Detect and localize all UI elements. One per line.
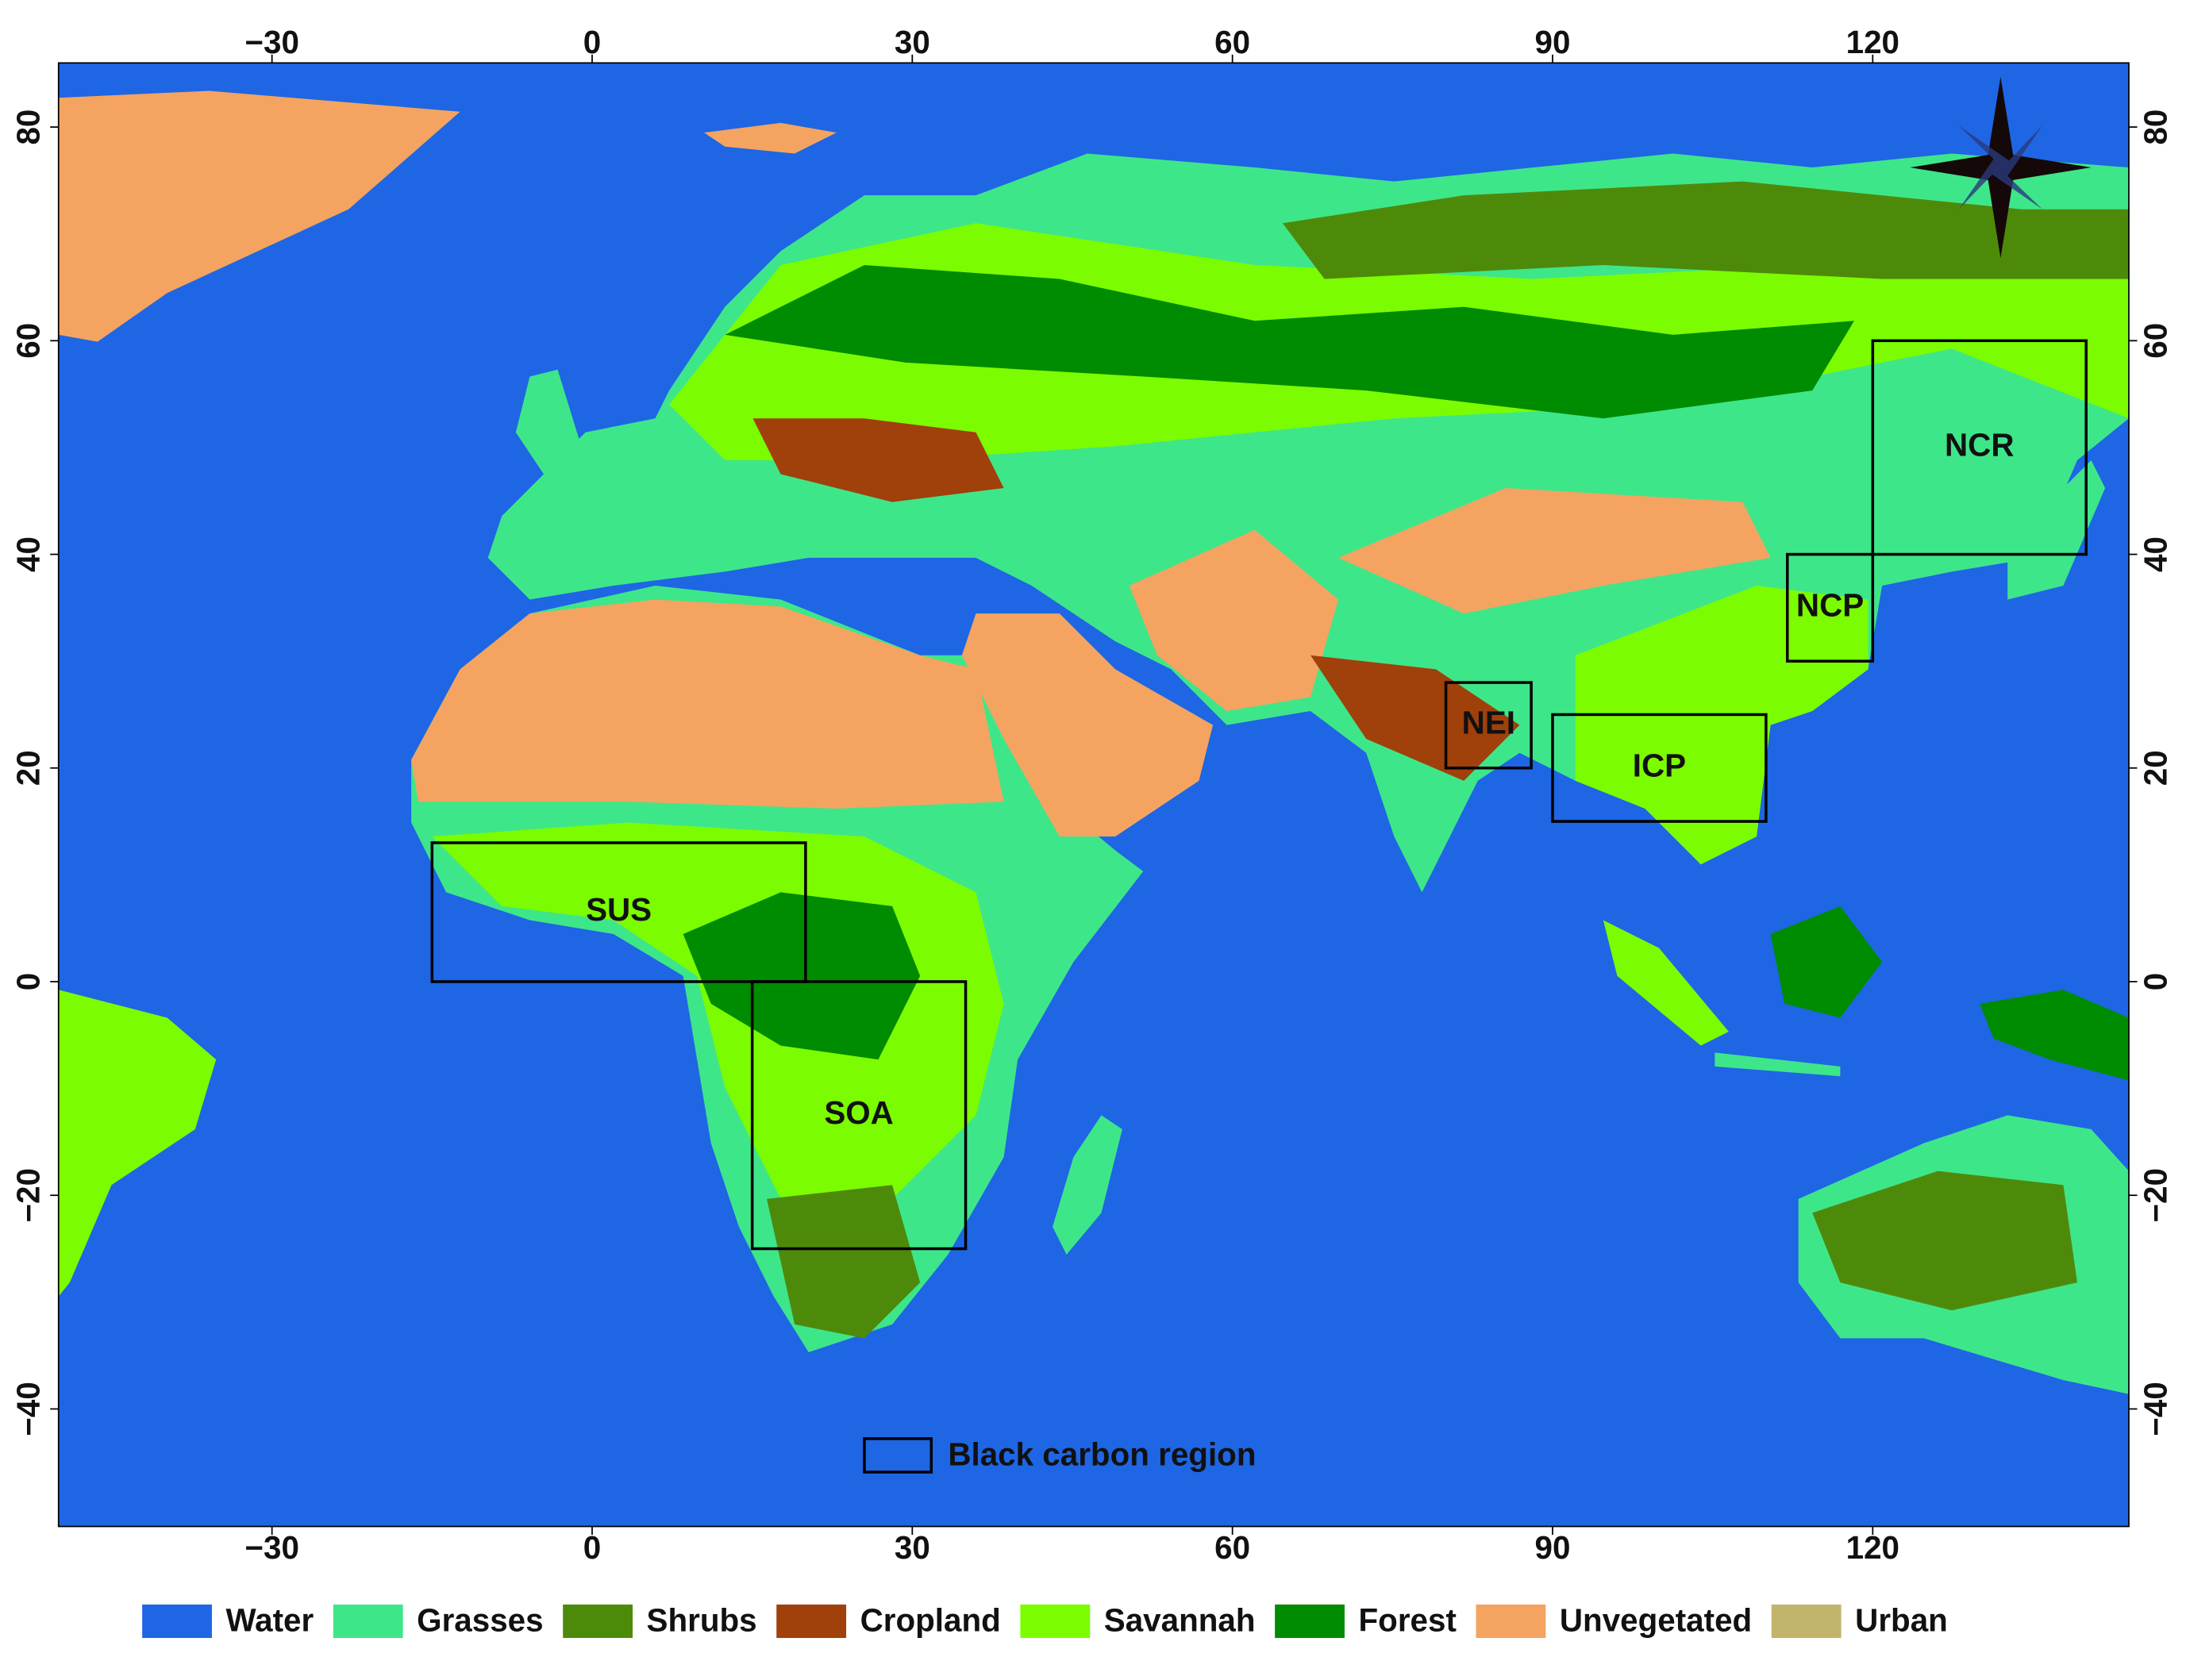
siberia-shrubs <box>1282 181 2129 279</box>
y-tick-label-left: 20 <box>10 750 46 786</box>
central-asia-desert <box>1338 488 1771 614</box>
region-box <box>1551 713 1768 823</box>
legend-label: Shrubs <box>647 1601 757 1638</box>
legend-label: Unvegetated <box>1560 1601 1752 1638</box>
y-tick-label-left: −40 <box>10 1382 46 1436</box>
x-tick-label-bottom: 30 <box>895 1529 930 1566</box>
legend-label: Urban <box>1855 1601 1948 1638</box>
y-tick-label-left: 40 <box>10 536 46 572</box>
legend-swatch <box>563 1604 633 1639</box>
region-label: SOA <box>824 1094 894 1131</box>
legend-swatch <box>333 1604 403 1639</box>
greenland <box>58 90 460 342</box>
borneo <box>1770 905 1883 1018</box>
y-tick-label-left: 80 <box>10 110 46 145</box>
arabia <box>961 613 1214 837</box>
y-tick-label-left: 60 <box>10 323 46 359</box>
europe-cropland <box>752 418 1004 502</box>
y-tick-label-right: 40 <box>2138 536 2174 572</box>
region-legend-swatch <box>863 1437 933 1474</box>
australia-shrubs <box>1812 1171 2078 1311</box>
x-tick-label-top: −30 <box>244 24 299 60</box>
japan <box>2007 459 2106 600</box>
legend-label: Forest <box>1359 1601 1457 1638</box>
x-tick-label-top: 120 <box>1846 24 1899 60</box>
africa-shrubs <box>767 1185 921 1339</box>
region-box <box>1871 339 2088 556</box>
region-label: NCR <box>1945 427 2014 463</box>
x-tick-label-top: 30 <box>895 24 930 60</box>
south-america <box>58 990 217 1297</box>
region-box <box>1444 681 1533 770</box>
region-label: NCP <box>1796 587 1864 624</box>
new-guinea <box>1980 990 2129 1081</box>
legend-swatch <box>142 1604 212 1639</box>
legend-label: Savannah <box>1104 1601 1256 1638</box>
east-asia <box>1575 585 1868 865</box>
svalbard <box>703 122 837 154</box>
legend-label: Water <box>226 1601 314 1638</box>
y-tick-label-right: 20 <box>2138 750 2174 786</box>
compass-diagonals <box>1958 125 2043 210</box>
iran-desert <box>1129 529 1339 712</box>
india-cropland <box>1310 655 1520 781</box>
region-box <box>1786 552 1875 663</box>
legend-label: Grasses <box>417 1601 543 1638</box>
x-tick-label-bottom: 90 <box>1535 1529 1571 1566</box>
region-label: SUS <box>586 891 652 928</box>
legend-swatch <box>776 1604 847 1639</box>
region-box <box>430 841 807 983</box>
x-tick-label-top: 0 <box>583 24 601 60</box>
x-tick-label-bottom: 0 <box>583 1529 601 1566</box>
legend-swatch <box>1275 1604 1345 1639</box>
y-tick-label-right: 0 <box>2138 973 2174 990</box>
java <box>1715 1052 1841 1077</box>
x-tick-label-top: 60 <box>1214 24 1250 60</box>
region-label: NEI <box>1462 705 1515 741</box>
y-tick-label-right: −20 <box>2138 1168 2174 1223</box>
eurasia-forest <box>725 264 1854 419</box>
y-tick-label-right: 60 <box>2138 323 2174 359</box>
sumatra <box>1603 920 1729 1046</box>
africa-forest <box>683 892 921 1060</box>
legend-swatch <box>1020 1604 1091 1639</box>
y-tick-label-left: 0 <box>10 973 46 990</box>
x-tick-label-top: 90 <box>1535 24 1571 60</box>
north-arrow <box>1910 76 2092 259</box>
y-tick-label-right: −40 <box>2138 1382 2174 1436</box>
x-tick-label-bottom: 120 <box>1846 1529 1899 1566</box>
madagascar <box>1053 1115 1122 1255</box>
legend-label: Cropland <box>860 1601 1001 1638</box>
y-tick-label-right: 80 <box>2138 110 2174 145</box>
legend-swatch <box>1476 1604 1546 1639</box>
land <box>58 90 2129 1394</box>
region-legend-label: Black carbon region <box>948 1436 1256 1472</box>
x-tick-label-bottom: −30 <box>244 1529 299 1566</box>
y-tick-label-left: −20 <box>10 1168 46 1223</box>
uk <box>515 369 586 475</box>
region-label: ICP <box>1633 747 1686 783</box>
x-tick-label-bottom: 60 <box>1214 1529 1250 1566</box>
map-frame <box>57 62 2130 1528</box>
sahara <box>411 599 1004 809</box>
region-legend: Black carbon region <box>863 1436 1256 1474</box>
region-box <box>750 980 968 1251</box>
legend-swatch <box>1771 1604 1842 1639</box>
